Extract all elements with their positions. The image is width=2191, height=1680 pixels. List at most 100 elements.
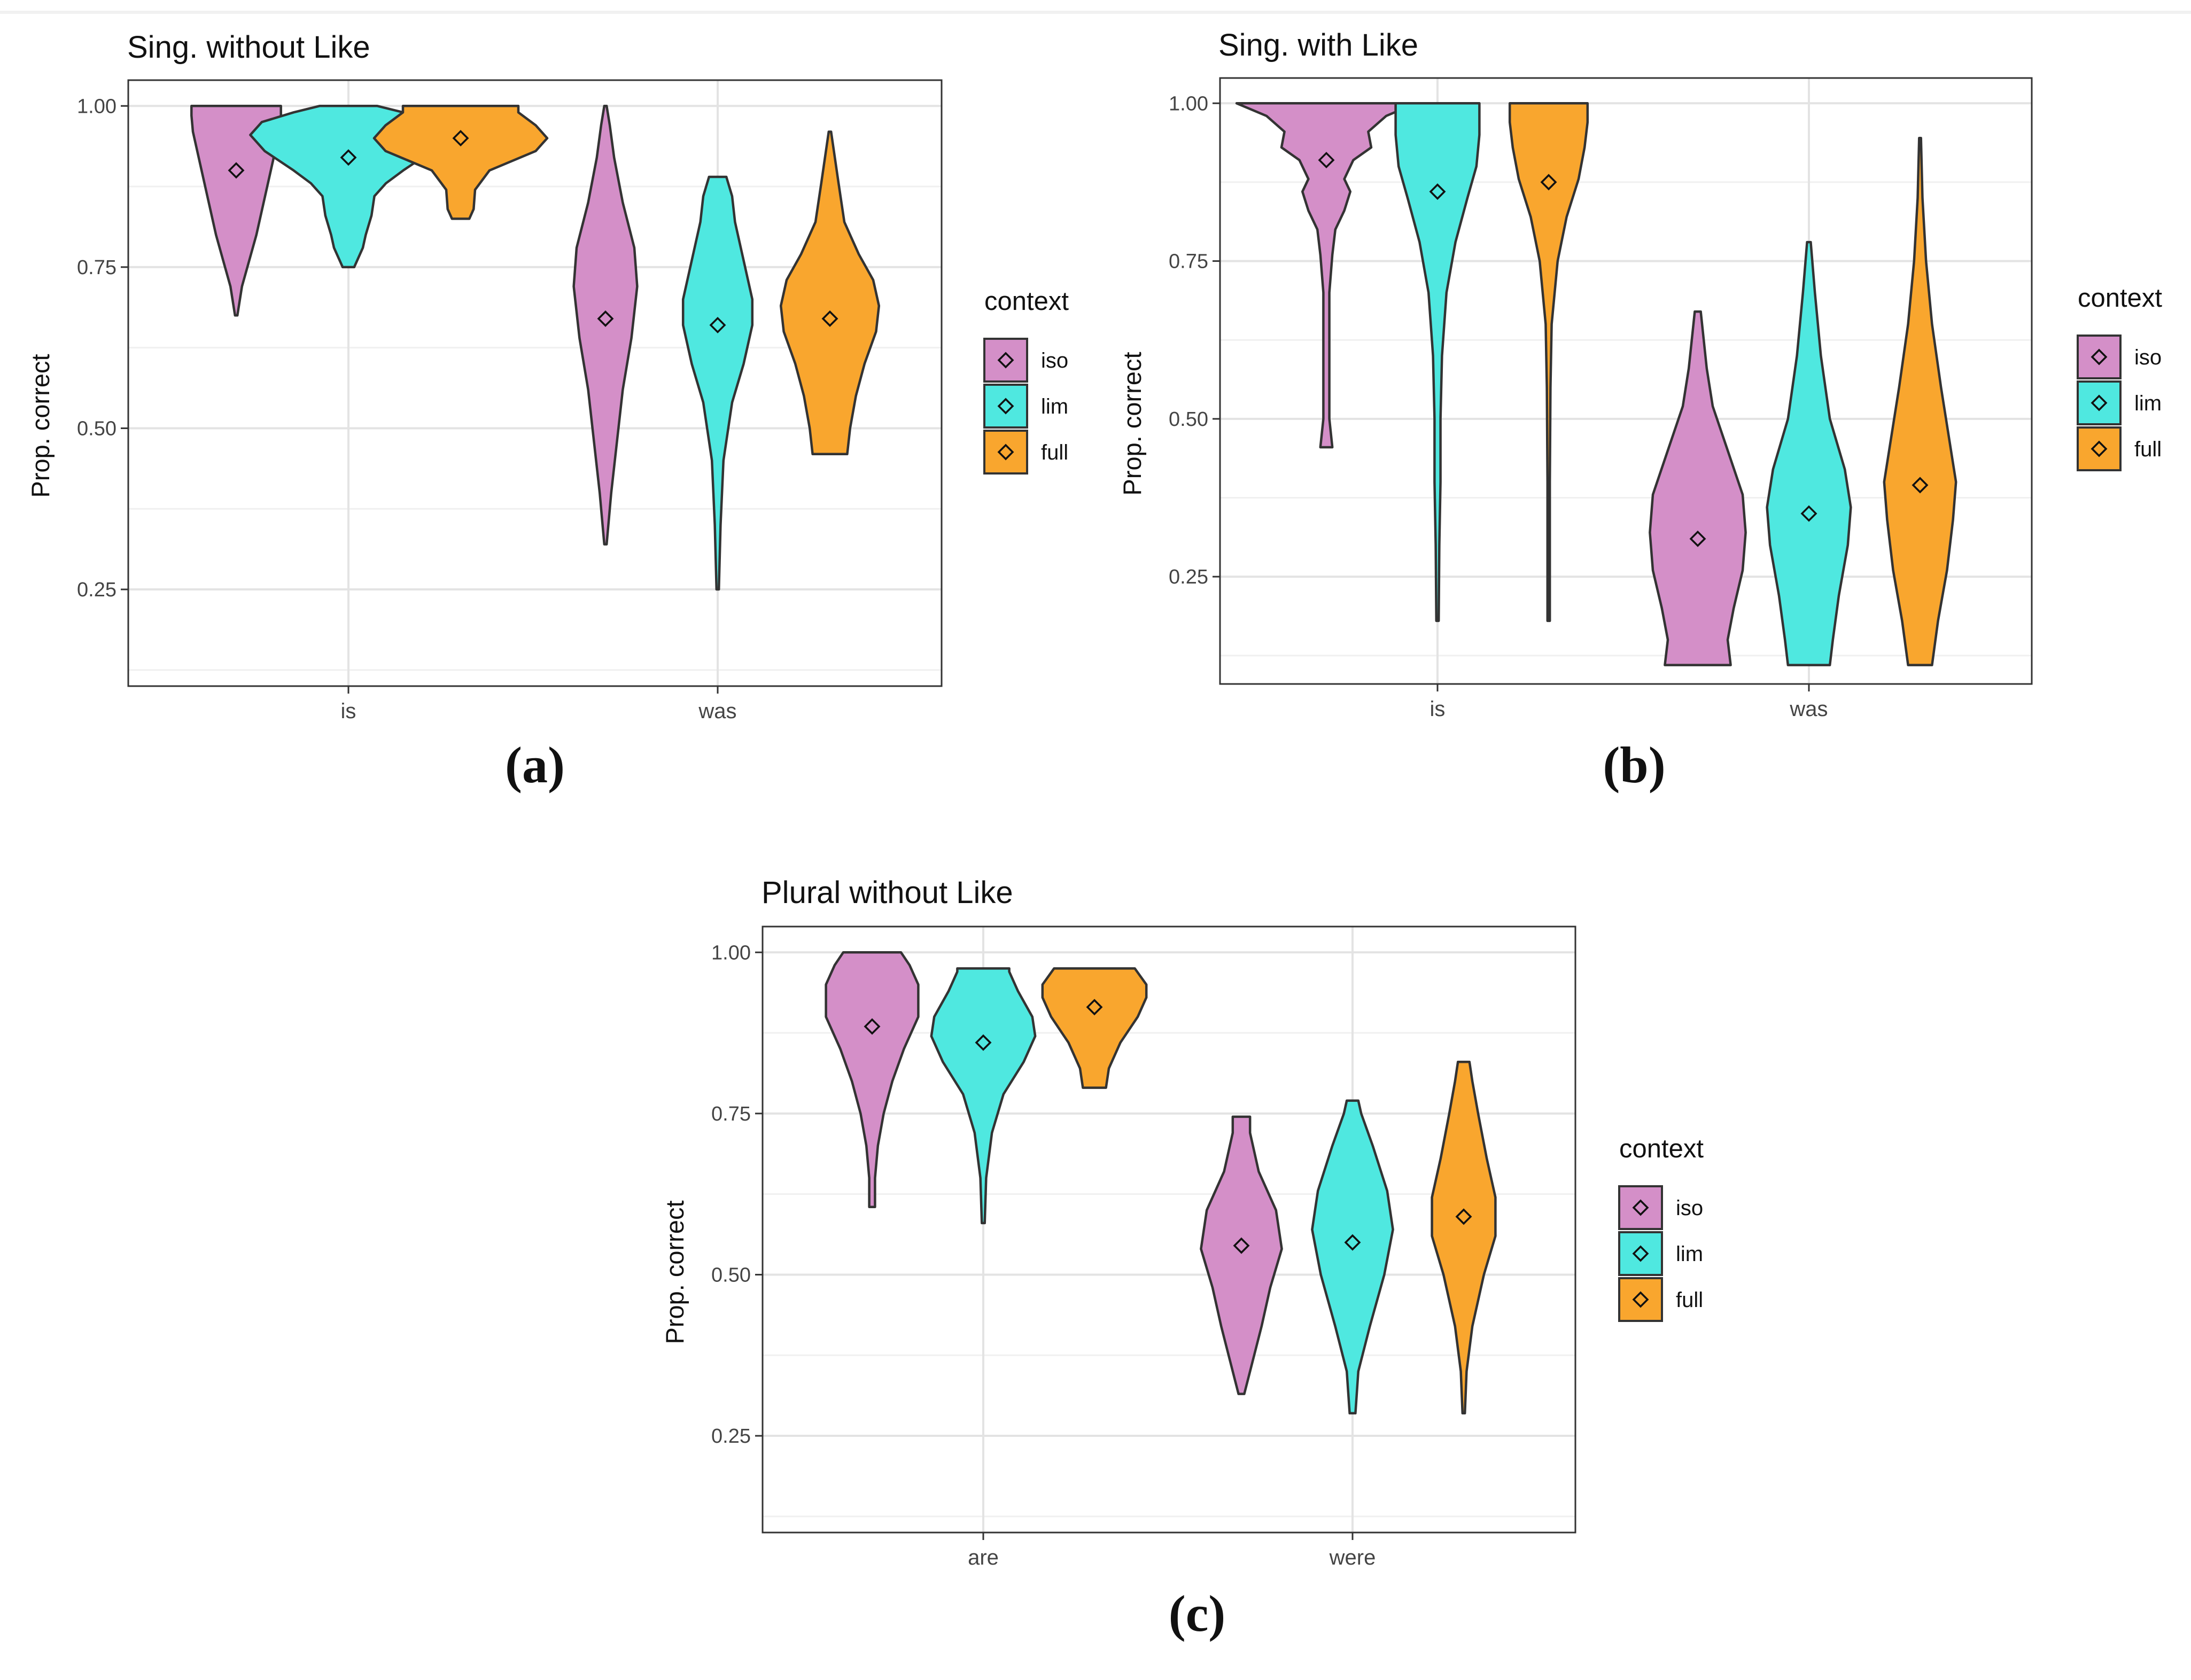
panel-label-a: (a) xyxy=(505,736,565,794)
legend-label-lim: lim xyxy=(1676,1242,1703,1266)
legend-key-iso xyxy=(983,338,1028,383)
window-top-border xyxy=(0,11,2191,14)
x-tick-label: is xyxy=(1430,697,1446,721)
violin-iso-is xyxy=(190,105,282,317)
mean-marker-full-are xyxy=(1086,999,1103,1016)
violin-full-are xyxy=(1041,967,1148,1089)
legend-key-full xyxy=(1618,1277,1663,1322)
mean-marker-iso-was xyxy=(597,310,614,327)
mean-marker-full-were xyxy=(1455,1208,1472,1225)
chart-title: Plural without Like xyxy=(762,875,1013,910)
plot-border xyxy=(762,925,1576,1534)
violin-full-was xyxy=(1883,136,1957,666)
mean-marker-lim-are xyxy=(975,1034,992,1051)
legend: context iso lim full xyxy=(983,287,1069,475)
legend-key-marker xyxy=(2091,394,2108,411)
y-tick-label: 0.75 xyxy=(1169,251,1208,273)
mean-marker-lim-is xyxy=(340,149,357,166)
mean-marker-lim-was xyxy=(709,316,726,333)
violin-full-were xyxy=(1431,1061,1497,1415)
chart-panel-2: 0.25 0.50 0.75 1.00 is was Prop. correct Sing. … xyxy=(1118,28,2162,721)
legend-key-iso xyxy=(2077,335,2122,379)
legend-label-full: full xyxy=(1041,441,1068,464)
chart-title: Sing. with Like xyxy=(1218,28,1418,63)
y-tick-label: 0.50 xyxy=(77,417,116,440)
mean-marker-iso-is xyxy=(228,162,245,179)
y-tick-label: 0.50 xyxy=(711,1264,751,1286)
legend-title: context xyxy=(1619,1134,1704,1163)
violin-iso-was xyxy=(1649,310,1747,666)
violin-lim-was xyxy=(1766,240,1852,666)
violin-full-is xyxy=(1508,102,1589,623)
legend-label-lim: lim xyxy=(1041,395,1068,418)
legend-key-marker xyxy=(997,398,1014,415)
legend-label-iso: iso xyxy=(2134,346,2162,369)
violin-iso-were xyxy=(1200,1115,1283,1395)
violin-lim-are xyxy=(930,967,1037,1225)
legend-key-marker xyxy=(2091,440,2108,457)
legend: context iso lim full xyxy=(2077,284,2162,471)
legend-key-marker xyxy=(1632,1291,1649,1308)
panel-label-b: (b) xyxy=(1603,736,1666,794)
legend-title: context xyxy=(2078,284,2162,313)
legend-key-iso xyxy=(1618,1185,1663,1230)
mean-marker-iso-are xyxy=(864,1018,881,1035)
y-tick-label: 0.25 xyxy=(1169,566,1208,588)
legend-label-iso: iso xyxy=(1041,349,1068,372)
chart-panel-1: 0.25 0.50 0.75 1.00 is was Prop. correct Sing. … xyxy=(26,30,1069,723)
violin-full-is xyxy=(372,105,549,220)
x-tick-label: was xyxy=(698,699,736,723)
mean-marker-full-was xyxy=(1912,477,1929,494)
legend-key-marker xyxy=(1632,1245,1649,1262)
legend-key-full xyxy=(2077,426,2122,471)
y-axis-label: Prop. correct xyxy=(661,1200,689,1344)
legend-key-lim xyxy=(1618,1231,1663,1276)
violin-lim-were xyxy=(1311,1099,1394,1415)
y-tick-label: 0.25 xyxy=(711,1425,751,1448)
y-tick-label: 0.25 xyxy=(77,579,116,601)
mean-marker-lim-was xyxy=(1800,505,1817,522)
violin-full-was xyxy=(779,130,881,455)
y-axis-label: Prop. correct xyxy=(1118,352,1146,495)
violin-iso-are xyxy=(825,951,920,1209)
mean-marker-full-is xyxy=(1540,174,1557,191)
legend-key-marker xyxy=(997,352,1014,369)
x-tick-label: are xyxy=(968,1546,999,1569)
mean-marker-iso-is xyxy=(1318,152,1335,169)
mean-marker-iso-was xyxy=(1689,530,1706,547)
y-tick-label: 1.00 xyxy=(1169,92,1208,115)
legend-key-marker xyxy=(997,444,1014,461)
legend-label-iso: iso xyxy=(1676,1196,1703,1220)
violin-lim-was xyxy=(681,175,754,591)
mean-marker-iso-were xyxy=(1233,1237,1250,1254)
panel-label-c: (c) xyxy=(1168,1585,1226,1642)
plot-border xyxy=(127,79,943,687)
x-tick-label: was xyxy=(1789,697,1828,721)
y-tick-label: 1.00 xyxy=(711,942,751,964)
y-tick-label: 0.75 xyxy=(77,256,116,279)
y-tick-label: 1.00 xyxy=(77,95,116,118)
legend-key-full xyxy=(983,430,1028,475)
legend-label-full: full xyxy=(1676,1288,1703,1312)
mean-marker-lim-were xyxy=(1344,1234,1361,1251)
mean-marker-full-was xyxy=(821,310,838,327)
legend-key-marker xyxy=(2091,348,2108,365)
plot-border xyxy=(1219,77,2033,685)
y-axis-label: Prop. correct xyxy=(26,354,55,497)
legend-key-lim xyxy=(983,384,1028,429)
chart-panel-3: 0.25 0.50 0.75 1.00 are were Prop. correct Plur… xyxy=(661,875,1704,1569)
violin-lim-is xyxy=(1394,102,1481,623)
y-tick-label: 0.50 xyxy=(1169,408,1208,431)
legend-label-full: full xyxy=(2134,438,2162,461)
legend-label-lim: lim xyxy=(2134,392,2162,415)
legend-key-marker xyxy=(1632,1199,1649,1216)
legend-key-lim xyxy=(2077,380,2122,425)
x-tick-label: is xyxy=(341,699,356,723)
chart-title: Sing. without Like xyxy=(127,30,370,65)
x-tick-label: were xyxy=(1329,1546,1376,1569)
legend-title: context xyxy=(984,287,1069,316)
mean-marker-lim-is xyxy=(1429,183,1446,200)
violin-iso-is xyxy=(1235,102,1418,449)
